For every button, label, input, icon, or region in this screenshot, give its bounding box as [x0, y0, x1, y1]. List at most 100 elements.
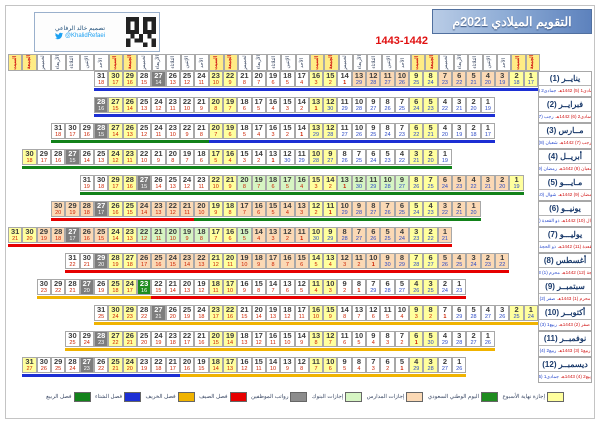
- legend-label: إجازة نهاية الأسبوع: [502, 394, 545, 400]
- gregorian-day: 24: [125, 357, 134, 366]
- gregorian-day: 14: [268, 357, 278, 366]
- day-cell: 27 15: [65, 149, 80, 165]
- weekday-name: الأربعاء: [356, 55, 363, 70]
- day-cell: 13 6: [280, 279, 295, 295]
- month-grid-wrap: 1 23 2 24 3 25 4 26 5 27 6 28 7 29 8 1 9 2 10 3 11 4 12 5 13 6 14 7…: [8, 279, 538, 305]
- day-cell: 25 13: [93, 149, 109, 165]
- hijri-day: 19: [69, 209, 76, 216]
- gregorian-day: 1: [485, 97, 490, 106]
- hijri-day: 5: [242, 131, 246, 138]
- gregorian-day: 6: [399, 201, 405, 210]
- day-cell: 24 14: [136, 201, 152, 217]
- day-cell: 14 9: [294, 331, 309, 347]
- gregorian-day: 14: [340, 305, 349, 314]
- day-cell: 19 15: [194, 357, 209, 373]
- hijri-day: 7: [257, 79, 261, 86]
- hijri-day: 9: [300, 339, 304, 346]
- hijri-month-primary: ربيع1 (3) 1443هـ: [558, 348, 591, 353]
- gregorian-day: 22: [197, 253, 206, 262]
- hijri-day: 28: [327, 131, 334, 138]
- hijri-day: 3: [314, 183, 318, 190]
- gregorian-day: 24: [154, 123, 163, 132]
- gregorian-day: 22: [211, 175, 220, 184]
- hijri-day: 26: [398, 79, 405, 86]
- day-cell: 6 29: [452, 305, 467, 321]
- hijri-day: 13: [184, 287, 191, 294]
- hijri-day: 3: [371, 365, 375, 372]
- gregorian-day: 24: [111, 149, 120, 158]
- gregorian-day: 31: [11, 227, 20, 236]
- weekday-cell: الأربعاء: [252, 54, 267, 71]
- day-cell: 24 14: [108, 227, 123, 243]
- hijri-day: 9: [257, 261, 261, 268]
- weekday-cell: الخميس: [338, 54, 354, 71]
- day-cell: 25 12: [179, 71, 195, 87]
- calendar-poster: التقويم الميلادي 2021م 1443-1442 تصميم خ…: [5, 5, 595, 419]
- weekday-name: الإثنين: [284, 56, 291, 69]
- gregorian-day: 23: [197, 175, 206, 184]
- gregorian-day: 31: [25, 357, 34, 366]
- weekday-name: الخميس: [40, 54, 47, 71]
- hijri-day: 25: [413, 79, 420, 86]
- hijri-day: 24: [398, 235, 405, 242]
- gregorian-day: 29: [39, 149, 48, 158]
- gregorian-day: 29: [82, 123, 91, 132]
- day-cell: 8 28: [337, 227, 352, 243]
- day-cell: 24 12: [151, 97, 166, 113]
- hijri-day: 13: [198, 261, 205, 268]
- hijri-day: 24: [69, 365, 76, 372]
- gregorian-day: 13: [354, 305, 364, 314]
- day-cell: 9 27: [323, 149, 338, 165]
- weekday-cell: الخميس: [36, 54, 52, 71]
- gregorian-day: 12: [283, 149, 292, 158]
- hijri-day: 10: [241, 261, 248, 268]
- gregorian-day: 4: [442, 331, 447, 340]
- gregorian-day: 10: [326, 279, 335, 288]
- day-cell: 6 24: [409, 97, 424, 113]
- day-cell: 17 5: [251, 97, 266, 113]
- gregorian-day: 30: [111, 71, 120, 80]
- hijri-day: 27: [470, 339, 477, 346]
- day-cell: 8 24: [423, 71, 438, 87]
- hijri-day: 25: [456, 261, 463, 268]
- gregorian-day: 4: [399, 227, 405, 236]
- legend-label: إجازات البنوك: [311, 394, 344, 400]
- gregorian-day: 31: [68, 253, 77, 262]
- day-cell: 23 10: [208, 71, 223, 87]
- day-cell: 21 14: [165, 279, 180, 295]
- hijri-day: 26: [484, 339, 491, 346]
- hijri-month-primary: جمادى1 (5) 1442هـ: [558, 88, 591, 93]
- days-grid: 1 24 2 25 3 26 4 27 5 28 6 29 7 1 8 2 9 3 10 4 11 5 12 6 13 7 14 8 1…: [8, 305, 538, 321]
- day-cell: 1 19: [480, 97, 496, 113]
- gregorian-day: 21: [240, 71, 249, 80]
- hijri-day: 17: [141, 261, 148, 268]
- hijri-day: 16: [141, 287, 148, 294]
- day-cell: 18 8: [194, 227, 209, 243]
- hijri-day: 23: [384, 157, 391, 164]
- hijri-day: 13: [141, 105, 148, 112]
- hijri-day: 5: [343, 365, 347, 372]
- hijri-day: 26: [370, 235, 377, 242]
- month-grid-wrap: 1 17 2 18 3 19 4 20 5 21 6 22 7 23 8 24 9 25 10 26 11 27 12 28 1…: [8, 123, 538, 149]
- day-cell: 14 4: [280, 201, 295, 217]
- gregorian-day: 27: [125, 253, 134, 262]
- weekday-cell: الخميس: [137, 54, 152, 71]
- gregorian-day: 18: [197, 149, 206, 158]
- day-cell: 3 28: [423, 357, 438, 373]
- gregorian-day: 4: [414, 357, 419, 366]
- gregorian-day: 8: [385, 97, 390, 106]
- weekday-name: السبت: [213, 55, 219, 70]
- hijri-day: 7: [314, 365, 318, 372]
- weekday-cell: الأربعاء: [453, 54, 469, 71]
- hijri-day: 7: [285, 261, 289, 268]
- gregorian-day: 24: [125, 279, 134, 288]
- hijri-day: 9: [285, 365, 289, 372]
- hijri-day: 4: [400, 313, 404, 320]
- hijri-day: 29: [370, 183, 377, 190]
- gregorian-day: 16: [225, 227, 235, 236]
- gregorian-day: 13: [340, 175, 349, 184]
- gregorian-day: 26: [125, 97, 134, 106]
- gregorian-day: 6: [457, 71, 462, 80]
